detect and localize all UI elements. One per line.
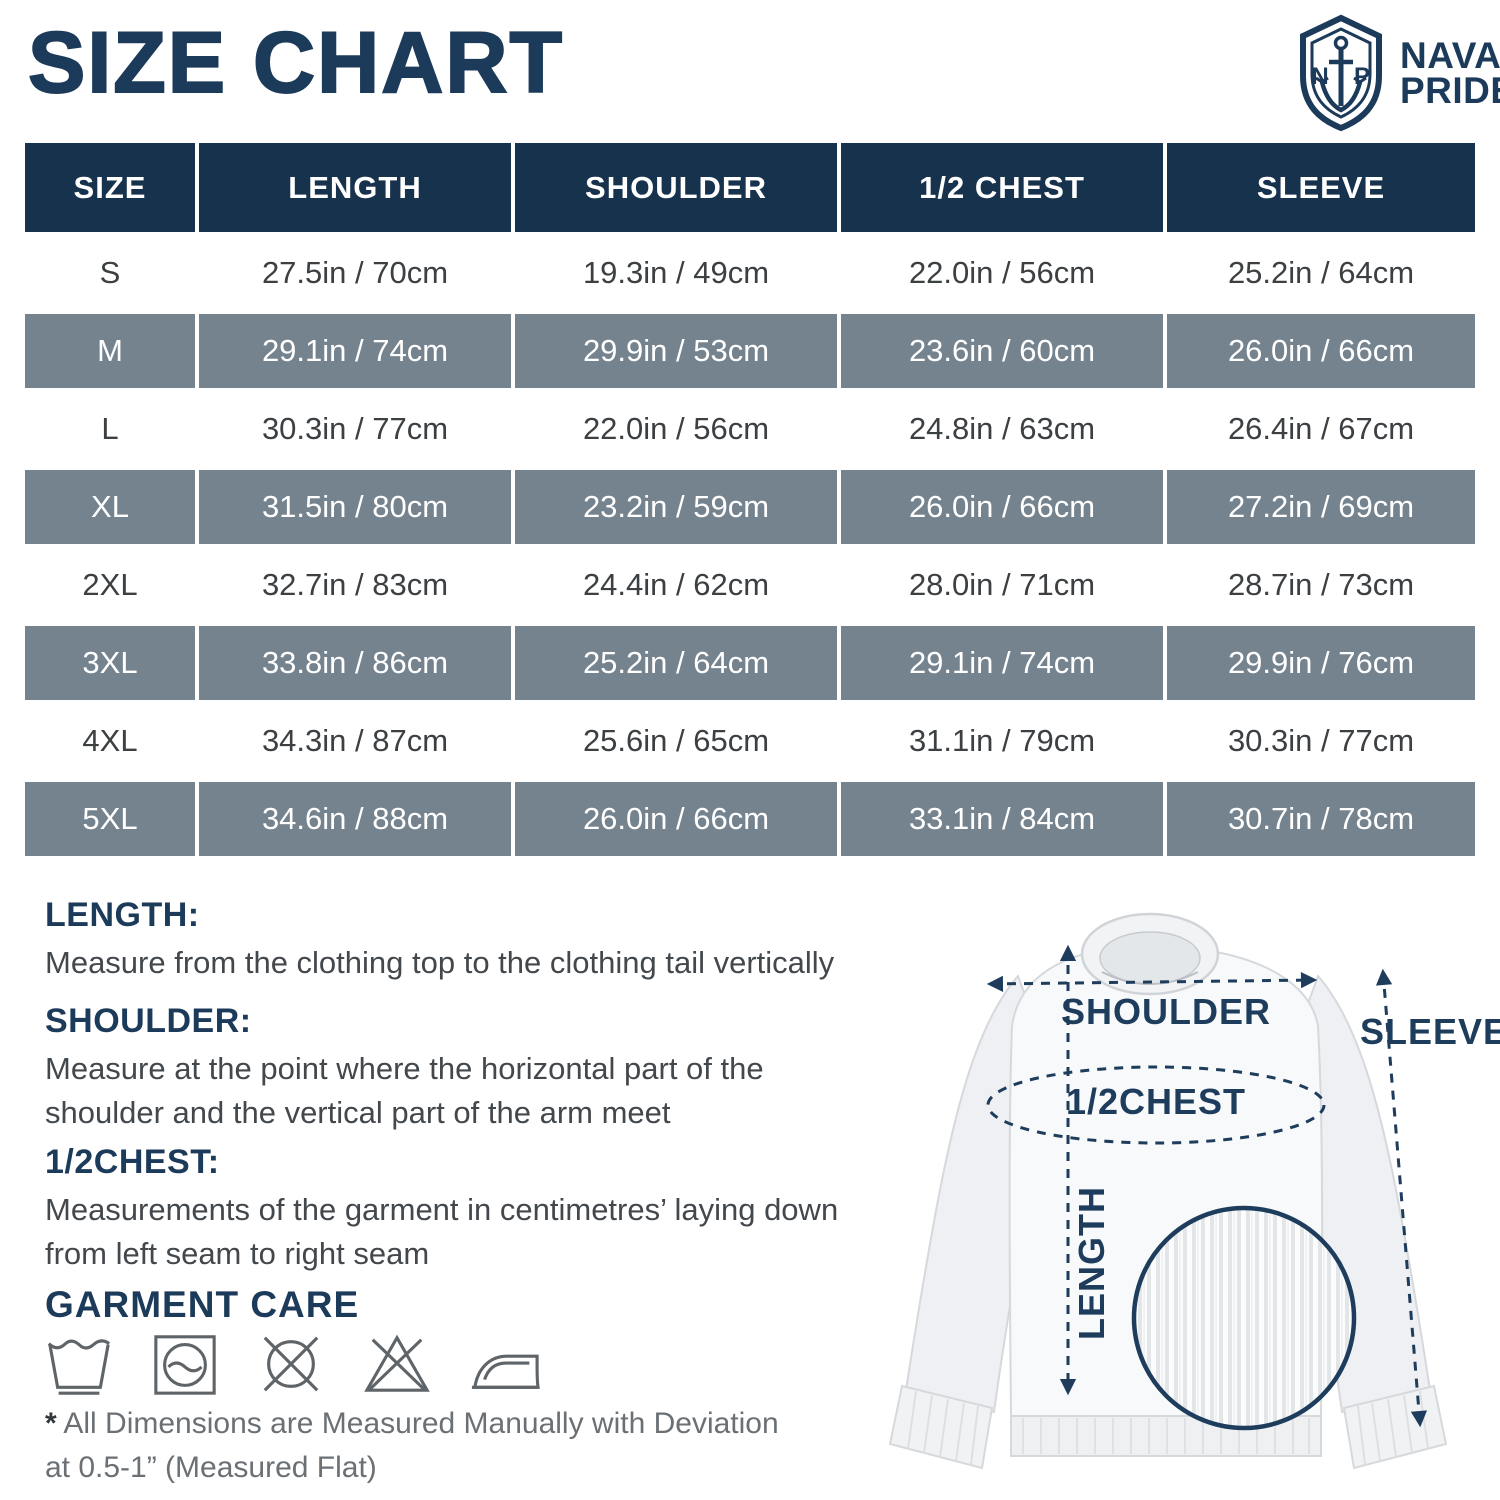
half-chest-ellipse xyxy=(986,1065,1326,1145)
cell-size: 5XL xyxy=(25,782,195,856)
garment-care-icons xyxy=(45,1330,541,1398)
fabric-zoom-circle xyxy=(1131,1205,1357,1431)
cell-sleeve: 27.2in / 69cm xyxy=(1167,470,1475,544)
cell-half-chest: 23.6in / 60cm xyxy=(841,314,1163,388)
length-definition-heading: LENGTH: xyxy=(45,896,200,934)
sleeve-arrow xyxy=(1375,968,1428,1428)
cell-sleeve: 26.0in / 66cm xyxy=(1167,314,1475,388)
do-not-dry-clean-icon xyxy=(263,1336,319,1392)
cell-length: 34.3in / 87cm xyxy=(199,704,511,778)
cell-shoulder: 24.4in / 62cm xyxy=(515,548,837,622)
sleeve-label: SLEEVE xyxy=(1360,1011,1500,1052)
shoulder-label: SHOULDER xyxy=(1061,991,1271,1032)
cell-length: 31.5in / 80cm xyxy=(199,470,511,544)
column-header-length: LENGTH xyxy=(199,143,511,232)
cell-length: 34.6in / 88cm xyxy=(199,782,511,856)
wash-tub-icon xyxy=(47,1339,111,1395)
monogram-letter-p: P xyxy=(1354,63,1370,90)
brand-name-line1: NAVAL xyxy=(1400,34,1500,76)
cell-shoulder: 23.2in / 59cm xyxy=(515,470,837,544)
half-chest-definition-text: Measurements of the garment in centimetr… xyxy=(45,1192,839,1272)
brand-name: NAVAL PRIDE xyxy=(1400,34,1500,111)
size-table: SIZE LENGTH SHOULDER 1/2 CHEST SLEEVE S … xyxy=(25,143,1475,856)
cell-half-chest: 24.8in / 63cm xyxy=(841,392,1163,466)
cell-sleeve: 30.3in / 77cm xyxy=(1167,704,1475,778)
half-chest-label: 1/2CHEST xyxy=(1066,1081,1246,1122)
column-header-shoulder: SHOULDER xyxy=(515,143,837,232)
monogram-letter-n: N xyxy=(1311,63,1328,90)
cell-size: XL xyxy=(25,470,195,544)
iron-icon xyxy=(471,1354,540,1389)
cell-half-chest: 28.0in / 71cm xyxy=(841,548,1163,622)
cell-shoulder: 19.3in / 49cm xyxy=(515,236,837,310)
cell-length: 29.1in / 74cm xyxy=(199,314,511,388)
cell-shoulder: 25.2in / 64cm xyxy=(515,626,837,700)
cell-length: 30.3in / 77cm xyxy=(199,392,511,466)
cell-shoulder: 22.0in / 56cm xyxy=(515,392,837,466)
brand-name-line2: PRIDE xyxy=(1400,70,1500,111)
shoulder-arrow xyxy=(986,972,1318,992)
tumble-dry-icon xyxy=(154,1335,216,1395)
anchor-glyph xyxy=(1315,35,1367,113)
do-not-bleach-icon xyxy=(364,1334,430,1392)
cell-sleeve: 29.9in / 76cm xyxy=(1167,626,1475,700)
shoulder-definition-heading: SHOULDER: xyxy=(45,1002,252,1040)
cell-size: 2XL xyxy=(25,548,195,622)
cell-length: 32.7in / 83cm xyxy=(199,548,511,622)
half-chest-definition-heading: 1/2CHEST: xyxy=(45,1143,220,1181)
sweater-measurement-diagram: SHOULDER 1/2CHEST LENGTH SLEEVE xyxy=(888,912,1500,1470)
cell-sleeve: 28.7in / 73cm xyxy=(1167,548,1475,622)
column-header-size: SIZE xyxy=(25,143,195,232)
page-title: SIZE CHART xyxy=(27,14,564,112)
length-definition-text: Measure from the clothing top to the clo… xyxy=(45,945,835,980)
cell-length: 27.5in / 70cm xyxy=(199,236,511,310)
cell-half-chest: 26.0in / 66cm xyxy=(841,470,1163,544)
footnote-text: All Dimensions are Measured Manually wit… xyxy=(45,1407,779,1484)
cell-size: L xyxy=(25,392,195,466)
footnote-asterisk: * xyxy=(45,1407,57,1440)
garment-care-heading: GARMENT CARE xyxy=(45,1284,360,1325)
length-label: LENGTH xyxy=(1071,1186,1112,1340)
cell-size: S xyxy=(25,236,195,310)
cell-size: M xyxy=(25,314,195,388)
cell-sleeve: 25.2in / 64cm xyxy=(1167,236,1475,310)
cell-shoulder: 25.6in / 65cm xyxy=(515,704,837,778)
column-header-sleeve: SLEEVE xyxy=(1167,143,1475,232)
cell-sleeve: 26.4in / 67cm xyxy=(1167,392,1475,466)
shoulder-definition-text: Measure at the point where the horizonta… xyxy=(45,1051,764,1131)
cell-half-chest: 22.0in / 56cm xyxy=(841,236,1163,310)
column-header-half-chest: 1/2 CHEST xyxy=(841,143,1163,232)
cell-half-chest: 33.1in / 84cm xyxy=(841,782,1163,856)
brand-logo: N P NAVAL PRIDE xyxy=(1292,14,1500,132)
cell-size: 4XL xyxy=(25,704,195,778)
cell-shoulder: 26.0in / 66cm xyxy=(515,782,837,856)
anchor-shield-icon: N P xyxy=(1300,14,1382,132)
measurement-annotations: SHOULDER 1/2CHEST LENGTH SLEEVE xyxy=(986,944,1500,1428)
cell-sleeve: 30.7in / 78cm xyxy=(1167,782,1475,856)
footnote: * All Dimensions are Measured Manually w… xyxy=(45,1402,790,1489)
cell-size: 3XL xyxy=(25,626,195,700)
cell-length: 33.8in / 86cm xyxy=(199,626,511,700)
cell-shoulder: 29.9in / 53cm xyxy=(515,314,837,388)
cell-half-chest: 31.1in / 79cm xyxy=(841,704,1163,778)
cell-half-chest: 29.1in / 74cm xyxy=(841,626,1163,700)
